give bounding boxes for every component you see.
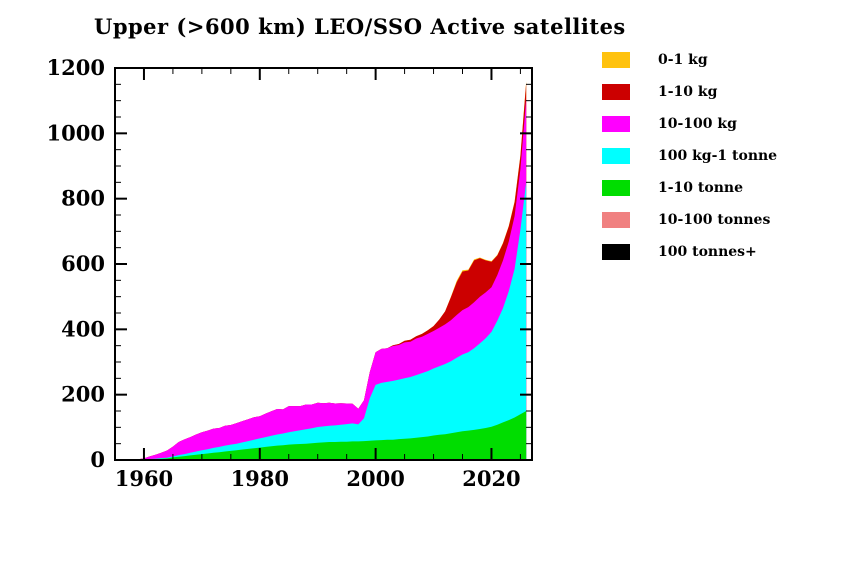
- legend-swatch-100-kg-1-tonne: [602, 148, 630, 164]
- chart-legend: 0-1 kg 1-10 kg 10-100 kg 100 kg-1 tonne 1-10…: [602, 44, 777, 268]
- legend-swatch-100-tonnes-plus: [602, 244, 630, 260]
- legend-swatch-1-10-kg: [602, 84, 630, 100]
- area-series-100-kg-1-tonne: [126, 182, 527, 461]
- legend-item-10-100-tonnes: 10-100 tonnes: [602, 204, 777, 236]
- y-tick-label: 600: [61, 251, 105, 276]
- legend-item-1-10-kg: 1-10 kg: [602, 76, 777, 108]
- legend-label: 1-10 kg: [658, 84, 718, 100]
- legend-item-0-1-kg: 0-1 kg: [602, 44, 777, 76]
- legend-item-1-10-tonne: 1-10 tonne: [602, 172, 777, 204]
- x-tick-label: 1980: [231, 466, 289, 491]
- legend-label: 100 tonnes+: [658, 244, 757, 260]
- legend-item-10-100-kg: 10-100 kg: [602, 108, 777, 140]
- x-tick-label: 1960: [115, 466, 173, 491]
- legend-swatch-10-100-kg: [602, 116, 630, 132]
- legend-swatch-10-100-tonnes: [602, 212, 630, 228]
- y-tick-label: 1200: [47, 55, 105, 80]
- legend-label: 1-10 tonne: [658, 180, 743, 196]
- legend-label: 0-1 kg: [658, 52, 708, 68]
- x-tick-label: 2000: [346, 466, 404, 491]
- legend-item-100-tonnes-plus: 100 tonnes+: [602, 236, 777, 268]
- y-tick-label: 0: [90, 447, 105, 472]
- legend-swatch-1-10-tonne: [602, 180, 630, 196]
- x-tick-label: 2020: [462, 466, 520, 491]
- y-tick-label: 800: [61, 186, 105, 211]
- legend-swatch-0-1-kg: [602, 52, 630, 68]
- chart-title: Upper (>600 km) LEO/SSO Active satellite…: [94, 14, 626, 39]
- legend-item-100-kg-1-tonne: 100 kg-1 tonne: [602, 140, 777, 172]
- y-tick-label: 200: [61, 382, 105, 407]
- legend-label: 10-100 tonnes: [658, 212, 771, 228]
- legend-label: 100 kg-1 tonne: [658, 148, 778, 164]
- legend-label: 10-100 kg: [658, 116, 737, 132]
- y-tick-label: 400: [61, 316, 105, 341]
- area-series-1-10-tonne: [126, 411, 527, 460]
- area-series-10-100-kg: [126, 99, 527, 460]
- y-tick-label: 1000: [47, 120, 105, 145]
